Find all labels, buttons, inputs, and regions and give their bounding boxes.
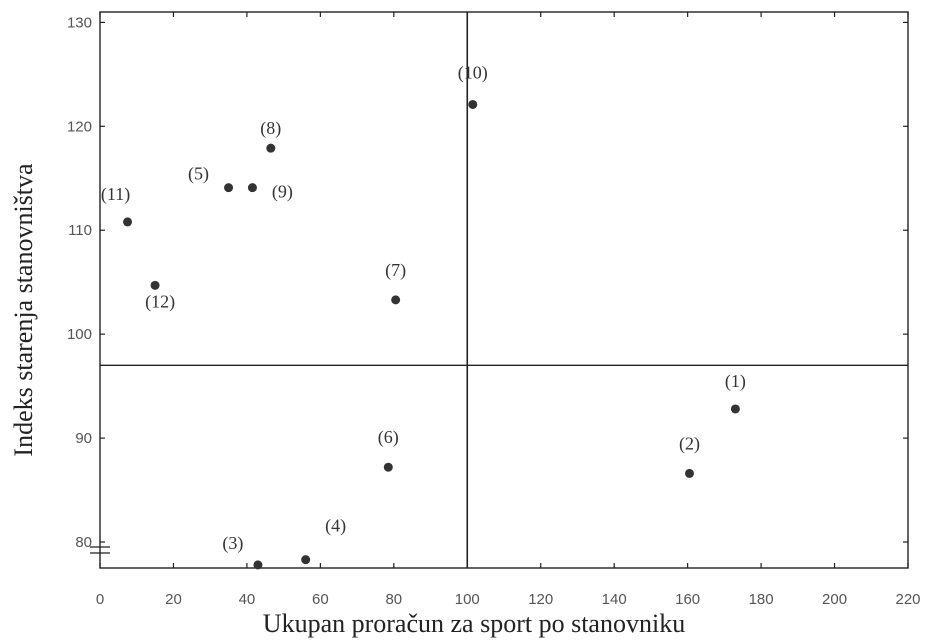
- data-point: [123, 217, 133, 227]
- x-tick-labels: 0 20 40 60 80 100 120 140 160 180 200 220: [96, 591, 921, 608]
- data-points: [123, 99, 740, 570]
- point-label: (4): [325, 516, 346, 537]
- x-tick-label: 20: [165, 591, 182, 608]
- data-point: [301, 555, 311, 565]
- x-tick-label: 160: [675, 591, 700, 608]
- data-point: [391, 295, 401, 305]
- data-point: [224, 183, 234, 193]
- point-label: (5): [188, 164, 209, 185]
- y-tick-label: 130: [67, 14, 92, 31]
- point-label: (1): [725, 371, 746, 392]
- x-tick-label: 200: [822, 591, 847, 608]
- x-tick-label: 40: [239, 591, 256, 608]
- data-point: [150, 280, 160, 290]
- y-tick-label: 120: [67, 118, 92, 135]
- data-point: [247, 183, 257, 193]
- point-labels: (1) (2) (3) (4) (6) (5) (7) (8) (9) (10) (11) (12): [101, 62, 746, 553]
- y-axis-title: Indeks starenja stanovništva: [9, 163, 38, 457]
- point-label: (7): [385, 260, 406, 281]
- data-point: [684, 468, 694, 478]
- y-tick-label: 90: [75, 430, 92, 447]
- x-tick-label: 180: [749, 591, 774, 608]
- data-point: [266, 143, 276, 153]
- point-label: (3): [222, 533, 243, 554]
- x-tick-label: 80: [385, 591, 402, 608]
- x-tick-label: 100: [455, 591, 480, 608]
- point-label: (2): [679, 433, 700, 454]
- plot-frame: [99, 11, 909, 569]
- x-tick-label: 60: [312, 591, 329, 608]
- x-tick-label: 140: [602, 591, 627, 608]
- point-label: (12): [145, 291, 175, 312]
- data-point: [730, 404, 740, 414]
- y-tick-labels: 80 90 100 110 120 130: [67, 14, 92, 551]
- y-tick-label: 100: [67, 326, 92, 343]
- x-tick-label: 220: [895, 591, 920, 608]
- data-point: [383, 462, 393, 472]
- point-label: (6): [378, 427, 399, 448]
- point-label: (9): [272, 182, 293, 203]
- x-axis-title: Ukupan proračun za sport po stanovniku: [263, 609, 685, 638]
- point-label: (8): [260, 118, 281, 139]
- data-point: [253, 560, 263, 570]
- x-tick-label: 120: [528, 591, 553, 608]
- tick-marks: [99, 12, 909, 568]
- x-tick-label: 0: [96, 591, 104, 608]
- y-tick-label: 80: [75, 534, 92, 551]
- reference-lines: [100, 12, 908, 568]
- data-point: [468, 99, 478, 109]
- point-label: (11): [101, 184, 130, 205]
- y-axis-break: [90, 546, 110, 554]
- point-label: (10): [458, 62, 488, 83]
- y-tick-label: 110: [68, 222, 92, 239]
